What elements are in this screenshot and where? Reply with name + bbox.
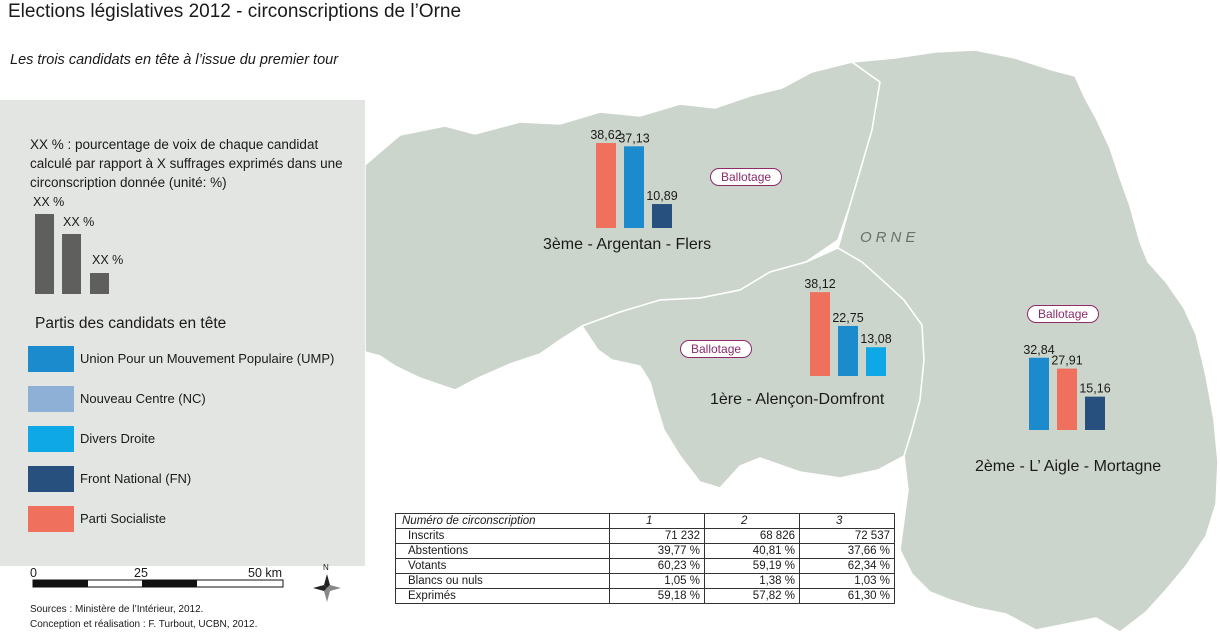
table-cell: Inscrits (395, 528, 610, 544)
table-cell: Exprimés (395, 588, 610, 604)
map-subtitle: Les trois candidats en tête à l’issue du… (10, 52, 339, 68)
table-cell: 40,81 % (704, 543, 800, 559)
constituency-1-name: 1ère - Alençon-Domfront (710, 391, 885, 408)
constituency-2-name: 2ème - L’ Aigle - Mortagne (975, 458, 1162, 475)
legend-swatch-ps (28, 506, 74, 532)
table-row: Exprimés 59,18 % 57,82 % 61,30 % (395, 588, 895, 604)
table-cell: Blancs ou nuls (395, 573, 610, 589)
table-cell: Votants (395, 558, 610, 574)
scale-label-50: 50 km (248, 566, 283, 580)
result-value-label-c1-3: 10,89 (646, 189, 677, 203)
legend-label-ps: Parti Socialiste (80, 511, 166, 526)
result-bar-c1-3 (652, 204, 672, 228)
table-row: Votants 60,23 % 59,19 % 62,34 % (395, 558, 895, 574)
legend-demo-label-2: XX % (63, 215, 95, 229)
result-value-label-c3-3: 15,16 (1079, 382, 1110, 396)
table-cell: 59,19 % (704, 558, 800, 574)
result-value-label-c3-2: 27,91 (1051, 354, 1082, 368)
constituency-2-area (837, 49, 1219, 633)
table-cell: 71 232 (609, 528, 705, 544)
ballotage-badge-3: Ballotage (710, 168, 783, 186)
table-cell: 59,18 % (609, 588, 705, 604)
table-header-cell: 1 (609, 513, 705, 529)
table-cell: 37,66 % (799, 543, 895, 559)
legend-label-divers-droite: Divers Droite (80, 431, 156, 446)
result-bar-c2-2 (838, 325, 858, 376)
legend-label-ump: Union Pour un Mouvement Populaire (UMP) (80, 351, 335, 366)
table-cell: 68 826 (704, 528, 800, 544)
result-bar-c2-3 (866, 347, 886, 376)
legend-demo-bar-3 (90, 273, 109, 294)
table-cell: 60,23 % (609, 558, 705, 574)
legend-swatch-ump (28, 346, 74, 372)
table-cell: 72 537 (799, 528, 895, 544)
result-value-label-c2-2: 22,75 (832, 311, 863, 325)
legend-swatch-nc (28, 386, 74, 412)
region-label: ORNE (860, 229, 920, 246)
result-bar-c3-3 (1085, 396, 1105, 430)
north-label: N (323, 563, 329, 572)
legend-swatch-fn (28, 466, 74, 492)
table-header-cell: Numéro de circonscription (395, 513, 610, 529)
constituency-stats-table: Numéro de circonscription 1 2 3 Inscrits… (395, 513, 895, 604)
table-cell: 1,03 % (799, 573, 895, 589)
legend-demo-label-1: XX % (33, 195, 65, 209)
result-bar-c2-1 (810, 292, 830, 376)
sources-credit: Sources : Ministère de l’Intérieur, 2012… (30, 604, 204, 615)
legend-parties-title: Partis des candidats en tête (35, 315, 227, 332)
legend-demo-bar-1 (35, 214, 54, 294)
table-cell: 39,77 % (609, 543, 705, 559)
scale-label-0: 0 (30, 566, 37, 580)
result-value-label-c1-1: 38,62 (590, 128, 621, 142)
table-header-row: Numéro de circonscription 1 2 3 (395, 513, 895, 529)
table-row: Abstentions 39,77 % 40,81 % 37,66 % (395, 543, 895, 559)
scale-bar (32, 579, 284, 588)
table-cell: 57,82 % (704, 588, 800, 604)
table-cell: 61,30 % (799, 588, 895, 604)
table-cell: 1,05 % (609, 573, 705, 589)
conception-credit: Conception et réalisation : F. Turbout, … (30, 619, 258, 630)
table-row: Inscrits 71 232 68 826 72 537 (395, 528, 895, 544)
result-bar-c3-2 (1057, 368, 1077, 430)
result-value-label-c2-3: 13,08 (860, 332, 891, 346)
result-bar-c1-2 (624, 146, 644, 228)
scale-label-25: 25 (134, 566, 148, 580)
legend-description: XX % : pourcentage de voix de chaque can… (30, 137, 343, 190)
table-cell: 62,34 % (799, 558, 895, 574)
constituency-3-area (364, 61, 881, 391)
table-cell: Abstentions (395, 543, 610, 559)
result-bar-c3-1 (1029, 357, 1049, 430)
table-cell: 1,38 % (704, 573, 800, 589)
table-header-cell: 2 (704, 513, 800, 529)
ballotage-badge-2: Ballotage (1027, 305, 1100, 323)
ballotage-badge-1: Ballotage (680, 340, 753, 358)
legend-demo-label-3: XX % (92, 253, 124, 267)
constituency-3-name: 3ème - Argentan - Flers (543, 236, 712, 253)
result-value-label-c2-1: 38,12 (804, 277, 835, 291)
result-value-label-c3-1: 32,84 (1023, 343, 1054, 357)
legend-swatch-divers-droite (28, 426, 74, 452)
compass-rose-icon (313, 574, 341, 602)
legend-label-fn: Front National (FN) (80, 471, 192, 486)
legend-demo-bar-2 (62, 234, 81, 294)
result-bar-c1-1 (596, 143, 616, 228)
table-row: Blancs ou nuls 1,05 % 1,38 % 1,03 % (395, 573, 895, 589)
result-value-label-c1-2: 37,13 (618, 131, 649, 145)
legend-label-nc: Nouveau Centre (NC) (80, 391, 206, 406)
table-header-cell: 3 (799, 513, 895, 529)
map-title: Elections législatives 2012 - circonscri… (8, 1, 462, 22)
